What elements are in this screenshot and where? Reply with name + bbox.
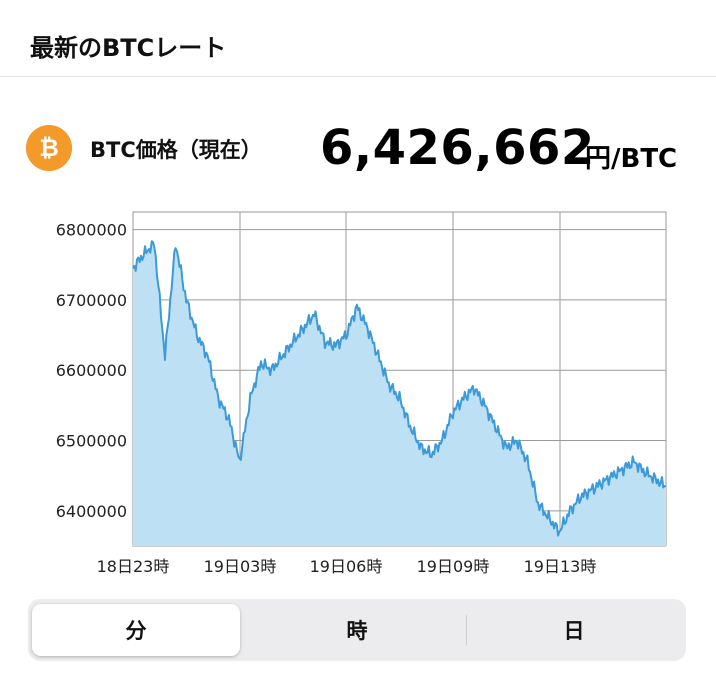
segment-divider [466,615,467,645]
x-tick-label: 19日03時 [204,557,277,576]
x-tick-label: 19日13時 [524,557,597,576]
interval-selector: 分 時 日 [28,599,686,661]
x-axis-labels: 18日23時 19日03時 19日06時 19日09時 19日13時 [97,557,597,576]
x-tick-label: 19日09時 [417,557,490,576]
y-tick-label: 6500000 [56,432,127,451]
interval-minute-button[interactable]: 分 [32,604,240,656]
y-tick-label: 6400000 [56,502,127,521]
page-title: 最新のBTCレート [30,34,227,62]
y-tick-label: 6800000 [56,221,127,240]
interval-hour-button[interactable]: 時 [346,619,368,643]
price-unit: 円/BTC [585,144,678,174]
btc-price-value: 6,426,662 [320,120,595,176]
y-axis-labels: 6800000 6700000 6600000 6500000 6400000 [56,221,127,521]
interval-day-button[interactable]: 日 [563,619,585,643]
bitcoin-icon: ₿ [26,125,72,171]
x-tick-label: 19日06時 [310,557,383,576]
x-tick-label: 18日23時 [97,557,170,576]
y-tick-label: 6700000 [56,291,127,310]
price-label: BTC価格（現在） [90,138,262,162]
header-divider [0,76,716,77]
y-tick-label: 6600000 [56,361,127,380]
price-series-line [132,240,667,537]
bitcoin-symbol: ₿ [39,134,59,162]
btc-price-chart: 6800000 6700000 6600000 6500000 6400000 18日2… [56,211,667,576]
